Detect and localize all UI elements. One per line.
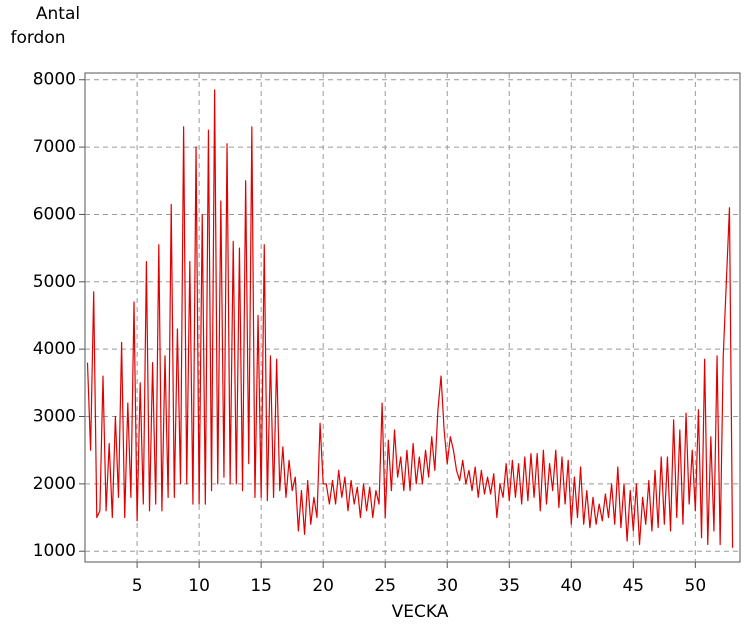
y-tick-label: 4000 bbox=[33, 339, 76, 359]
y-axis-label: Antal bbox=[36, 4, 80, 24]
y-axis-label: fordon bbox=[10, 28, 65, 48]
x-tick-label: 20 bbox=[312, 576, 334, 596]
x-tick-label: 40 bbox=[560, 576, 582, 596]
y-tick-label: 1000 bbox=[33, 541, 76, 561]
y-tick-label: 6000 bbox=[33, 204, 76, 224]
x-tick-label: 5 bbox=[132, 576, 143, 596]
x-tick-label: 45 bbox=[622, 576, 644, 596]
y-tick-label: 3000 bbox=[33, 407, 76, 427]
y-tick-label: 8000 bbox=[33, 70, 76, 90]
x-tick-label: 25 bbox=[374, 576, 396, 596]
x-tick-label: 30 bbox=[436, 576, 458, 596]
x-axis-label: VECKA bbox=[392, 602, 449, 622]
x-tick-label: 35 bbox=[498, 576, 520, 596]
x-tick-label: 15 bbox=[250, 576, 272, 596]
plot-frame bbox=[84, 72, 741, 563]
x-tick-label: 10 bbox=[188, 576, 210, 596]
data-line bbox=[86, 89, 734, 548]
y-tick-label: 5000 bbox=[33, 272, 76, 292]
y-tick-label: 2000 bbox=[33, 474, 76, 494]
y-tick-label: 7000 bbox=[33, 137, 76, 157]
x-tick-label: 50 bbox=[685, 576, 707, 596]
